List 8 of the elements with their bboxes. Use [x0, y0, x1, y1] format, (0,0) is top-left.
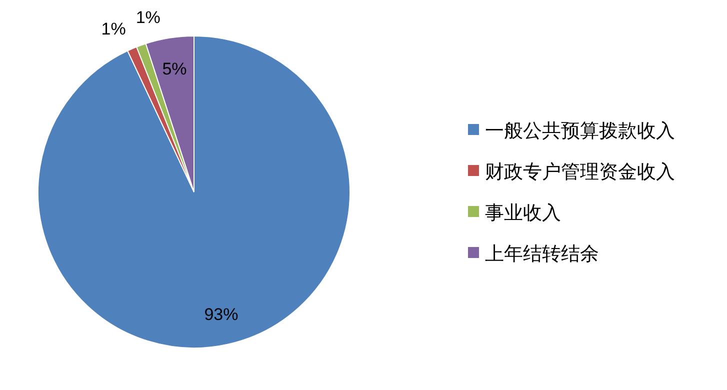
legend-label: 一般公共预算拨款收入: [485, 121, 675, 142]
data-label: 1%: [136, 8, 160, 27]
data-label: 5%: [162, 60, 187, 79]
legend-label: 上年结转结余: [485, 244, 599, 265]
data-label: 1%: [101, 20, 126, 39]
data-label: 93%: [204, 304, 238, 324]
legend-label: 事业收入: [485, 203, 561, 224]
legend-label: 财政专户管理资金收入: [485, 161, 675, 183]
